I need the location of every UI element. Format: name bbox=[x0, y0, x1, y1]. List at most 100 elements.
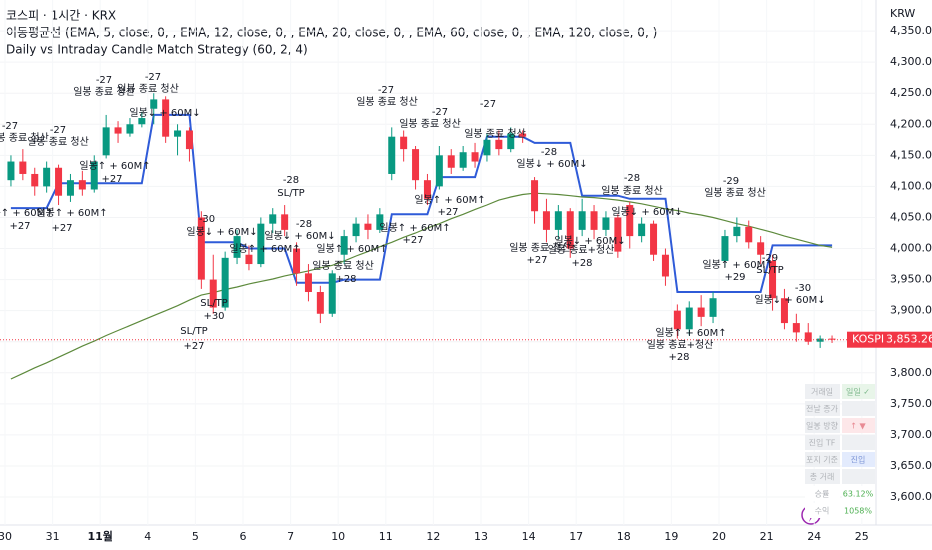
candle-body bbox=[435, 155, 443, 187]
trade-annotation: 일봉↓ + 60M↓ bbox=[129, 107, 200, 119]
candle-body bbox=[531, 180, 539, 212]
candle-body bbox=[757, 242, 765, 255]
x-tick-label: 19 bbox=[664, 530, 678, 543]
x-tick-label: 18 bbox=[617, 530, 631, 543]
trade-annotation: 일봉↑ + 60M↑ bbox=[702, 259, 773, 271]
table-cell bbox=[805, 452, 840, 467]
trade-annotation: 일봉 종료 청산 bbox=[27, 136, 89, 148]
candle-body bbox=[174, 130, 182, 137]
table-cell bbox=[805, 503, 840, 518]
trade-annotation: 일봉↑ + 60M↑ bbox=[229, 243, 300, 255]
candle-body bbox=[162, 99, 170, 137]
candle-body bbox=[364, 223, 372, 230]
candle-body bbox=[304, 273, 312, 293]
candle-body bbox=[471, 152, 479, 162]
trade-annotation: 일봉 종료 청산 bbox=[0, 132, 49, 144]
candle-body bbox=[31, 173, 39, 187]
candle-body bbox=[792, 323, 800, 333]
table-cell bbox=[805, 435, 840, 450]
candle-body bbox=[542, 211, 550, 230]
x-tick-label: 24 bbox=[807, 530, 821, 543]
table-text: 승률 bbox=[815, 490, 830, 499]
y-tick-label: 4,150.00 bbox=[890, 148, 932, 161]
trade-annotation: +27 bbox=[437, 207, 458, 218]
trade-annotation: SL/TP bbox=[756, 265, 783, 276]
trade-annotation: -30 bbox=[199, 214, 215, 225]
price-tag-value: 3,853.26 bbox=[886, 333, 932, 346]
candle-body bbox=[685, 307, 693, 330]
trade-annotation: -29 bbox=[762, 253, 778, 264]
candle-body bbox=[709, 298, 717, 317]
candle-body bbox=[185, 130, 193, 150]
line-series bbox=[10, 192, 833, 380]
currency-label: KRW bbox=[890, 7, 915, 20]
candle-body bbox=[90, 161, 98, 190]
candle-body bbox=[721, 236, 729, 261]
trade-annotation: -28 bbox=[624, 173, 640, 184]
trade-annotation: 일봉↓ + 60M↓ bbox=[264, 230, 335, 242]
trade-annotation: +27 bbox=[526, 255, 547, 266]
trade-annotation: 일봉↓ + 60M↓ bbox=[516, 158, 587, 170]
candle-body bbox=[388, 136, 396, 174]
trade-annotation: -27 bbox=[96, 75, 112, 86]
trade-annotation: 일봉 종료 청산 bbox=[704, 187, 766, 199]
y-tick-label: 4,300.00 bbox=[890, 55, 932, 68]
y-tick-label: 4,250.00 bbox=[890, 86, 932, 99]
table-text: 총 거래 bbox=[810, 473, 835, 482]
y-tick-label: 4,100.00 bbox=[890, 179, 932, 192]
trade-annotation: -27 bbox=[50, 125, 66, 136]
trade-annotation: SL/TP bbox=[277, 188, 304, 199]
candle-body bbox=[614, 217, 622, 252]
y-tick-label: 4,200.00 bbox=[890, 117, 932, 130]
table-cell bbox=[805, 401, 840, 416]
candle-body bbox=[150, 99, 158, 109]
trade-annotation: 일봉 종료 청산 bbox=[601, 185, 663, 197]
candle-body bbox=[590, 211, 598, 230]
trade-annotation: 일봉 종료 청산 bbox=[117, 83, 179, 95]
x-tick-label: 30 bbox=[0, 530, 12, 543]
candle-body bbox=[412, 149, 420, 181]
trade-annotation: SL/TP bbox=[200, 298, 227, 309]
candle-body bbox=[66, 180, 74, 196]
x-tick-label: 31 bbox=[46, 530, 60, 543]
trade-annotation: +27 bbox=[51, 223, 72, 234]
x-tick-label: 11월 bbox=[87, 529, 112, 543]
table-cell bbox=[842, 452, 875, 467]
candle-body bbox=[257, 223, 265, 265]
candle-body bbox=[828, 338, 836, 340]
candle-body bbox=[221, 257, 229, 308]
x-tick-label: 4 bbox=[144, 530, 151, 543]
trade-annotation: 일봉 종료 청산 bbox=[73, 86, 135, 98]
table-cell bbox=[842, 384, 875, 399]
line-series bbox=[10, 113, 833, 293]
trade-annotation: +29 bbox=[724, 272, 745, 283]
candle-body bbox=[650, 223, 658, 255]
x-tick-label: 21 bbox=[760, 530, 774, 543]
y-tick-label: 3,800.00 bbox=[890, 366, 932, 379]
table-cell bbox=[805, 384, 840, 399]
candle-body bbox=[352, 223, 360, 237]
trade-annotation: -27 bbox=[2, 121, 18, 132]
trade-annotation: -29 bbox=[723, 176, 739, 187]
trade-annotation: 일봉↑ + 60M↑ bbox=[379, 222, 450, 234]
candle-body bbox=[19, 161, 27, 174]
candle-body bbox=[55, 167, 63, 196]
candle-body bbox=[638, 223, 646, 237]
candle-body bbox=[328, 273, 336, 314]
table-cell bbox=[842, 486, 875, 501]
symbol-title: 코스피 · 1시간 · KRX bbox=[6, 9, 116, 23]
price-tag-name: KOSPI bbox=[852, 333, 884, 346]
trade-annotation: 일봉↓ + 60M↓ bbox=[611, 206, 682, 218]
candle-body bbox=[233, 236, 241, 258]
trade-annotation: +30 bbox=[203, 311, 224, 322]
y-tick-label: 3,900.00 bbox=[890, 304, 932, 317]
y-tick-label: 3,700.00 bbox=[890, 428, 932, 441]
y-tick-label: 3,950.00 bbox=[890, 273, 932, 286]
candle-body bbox=[673, 310, 681, 330]
candle-body bbox=[602, 217, 610, 230]
candle-body bbox=[661, 254, 669, 277]
candle-body bbox=[78, 180, 86, 190]
candle-body bbox=[423, 180, 431, 199]
